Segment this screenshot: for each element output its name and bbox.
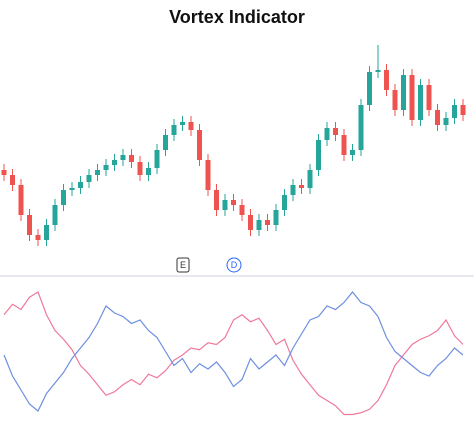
candle-body <box>44 225 49 240</box>
indicator-line <box>3 291 464 412</box>
candle-body <box>52 205 58 225</box>
candle-body <box>231 200 236 205</box>
candle-body <box>95 170 100 175</box>
candle-body <box>316 140 321 170</box>
candle-body <box>103 165 109 170</box>
candle-body <box>180 122 185 125</box>
candle-body <box>265 220 270 225</box>
candle-body <box>248 215 253 230</box>
candle-body <box>256 220 262 230</box>
candle-body <box>426 85 432 110</box>
candle-body <box>435 110 440 125</box>
candle-body <box>341 135 347 155</box>
candle-body <box>27 215 32 235</box>
candle-body <box>188 122 194 130</box>
candle-body <box>443 118 449 125</box>
candle-body <box>154 150 160 168</box>
candle-body <box>290 185 296 195</box>
candle-body <box>333 128 338 135</box>
candle-body <box>460 105 466 115</box>
candle-body <box>418 85 423 120</box>
candle-body <box>273 210 279 225</box>
candle-body <box>375 70 381 72</box>
candle-body <box>324 128 330 140</box>
candle-body <box>409 75 415 120</box>
candle-body <box>10 175 15 185</box>
candle-body <box>350 150 355 155</box>
candle-body <box>214 190 219 210</box>
candle-body <box>137 162 143 175</box>
candle-body <box>78 182 83 188</box>
candle-body <box>163 135 168 150</box>
event-marker <box>176 257 190 273</box>
candle-body <box>120 155 126 160</box>
candle-body <box>197 130 202 160</box>
candle-body <box>1 170 7 175</box>
candle-body <box>367 72 372 105</box>
candle-body <box>384 70 389 90</box>
event-marker <box>226 257 242 273</box>
candle-body <box>392 90 398 110</box>
candle-body <box>401 75 406 110</box>
candle-body <box>129 155 134 162</box>
candle-body <box>146 168 151 175</box>
candle-body <box>239 205 245 215</box>
candle-body <box>171 125 177 135</box>
candle-body <box>307 170 313 188</box>
event-label: D <box>231 260 238 270</box>
candle-body <box>112 160 117 165</box>
candle-body <box>299 185 304 188</box>
candle-body <box>205 160 211 190</box>
event-label: E <box>180 260 186 270</box>
candle-body <box>35 235 41 240</box>
candle-body <box>222 200 228 210</box>
candle-body <box>452 105 457 118</box>
indicator-line <box>3 291 464 416</box>
candle-body <box>282 195 287 210</box>
candle-body <box>69 188 75 190</box>
chart-title: Vortex Indicator <box>169 7 305 27</box>
candle-body <box>86 175 92 182</box>
candle-body <box>18 185 24 215</box>
candle-body <box>61 190 66 205</box>
candle-body <box>358 105 364 150</box>
